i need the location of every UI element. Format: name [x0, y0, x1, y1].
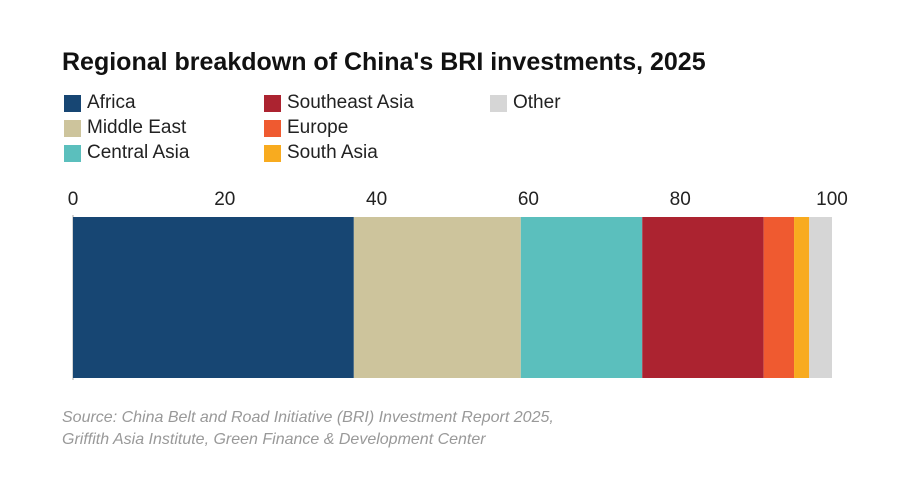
- bar-segment-southeast-asia: [642, 217, 764, 378]
- source-line-2: Griffith Asia Institute, Green Finance &…: [62, 431, 486, 448]
- legend-item: Middle East: [64, 117, 186, 139]
- bar-segment-other: [809, 217, 832, 378]
- legend-swatch: [64, 144, 81, 162]
- x-tick-label: 40: [366, 189, 387, 210]
- legend-item: South Asia: [264, 142, 378, 164]
- legend-item: Europe: [264, 117, 348, 139]
- legend-swatch: [264, 144, 281, 162]
- legend-swatch: [490, 94, 507, 112]
- bar-segment-africa: [73, 217, 354, 378]
- legend-label: South Asia: [287, 142, 378, 163]
- legend-item: Other: [490, 92, 561, 114]
- x-tick-label: 0: [68, 189, 79, 210]
- legend-swatch: [64, 94, 81, 112]
- x-tick-label: 100: [816, 189, 848, 210]
- legend-label: Central Asia: [87, 142, 190, 163]
- legend-label: Southeast Asia: [287, 92, 414, 113]
- legend-item: Central Asia: [64, 142, 189, 164]
- bar-segment-middle-east: [353, 217, 521, 378]
- source-line-1: Source: China Belt and Road Initiative (…: [62, 409, 554, 426]
- legend-label: Other: [513, 92, 561, 113]
- legend-label: Africa: [87, 92, 136, 113]
- legend-label: Middle East: [87, 117, 187, 138]
- legend-swatch: [64, 119, 81, 137]
- bar-segment-europe: [763, 217, 795, 378]
- x-tick-label: 20: [214, 189, 235, 210]
- legend-swatch: [264, 119, 281, 137]
- chart-title: Regional breakdown of China's BRI invest…: [62, 48, 706, 76]
- bar-segment-central-asia: [520, 217, 643, 378]
- legend-swatch: [264, 94, 281, 112]
- x-tick-label: 80: [670, 189, 691, 210]
- x-tick-label: 60: [518, 189, 539, 210]
- bar-segment-south-asia: [794, 217, 810, 378]
- legend-item: Africa: [64, 92, 136, 114]
- legend-label: Europe: [287, 117, 349, 138]
- legend-item: Southeast Asia: [264, 92, 414, 114]
